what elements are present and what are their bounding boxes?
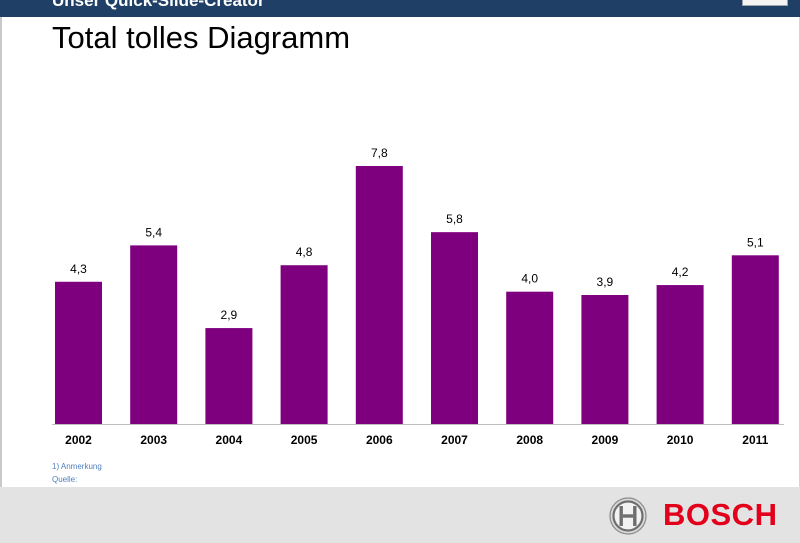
bar-2003 (130, 245, 178, 424)
bar-2010 (656, 285, 704, 424)
data-label-2002: 4,3 (70, 262, 87, 276)
data-label-2008: 4,0 (521, 272, 538, 286)
bar-2004 (205, 328, 253, 424)
bar-2008 (506, 291, 554, 424)
data-label-2006: 7,8 (371, 146, 388, 160)
bar-2006 (355, 166, 403, 424)
x-tick-label-2003: 2003 (140, 433, 167, 447)
x-tick-label-2011: 2011 (742, 433, 768, 447)
source-note: Quelle: (52, 475, 78, 484)
x-tick-label-2007: 2007 (441, 433, 468, 447)
data-label-2010: 4,2 (672, 265, 689, 279)
data-label-2007: 5,8 (446, 212, 463, 226)
footnote: 1) Anmerkung (52, 462, 102, 471)
data-label-2011: 5,1 (747, 235, 764, 249)
x-tick-label-2006: 2006 (366, 433, 393, 447)
brand-logo-text: BOSCH (663, 497, 778, 532)
bosch-armature-icon (609, 497, 647, 535)
bar-2009 (581, 295, 629, 424)
bar-2007 (431, 232, 478, 424)
x-tick-label-2004: 2004 (216, 433, 243, 447)
bar-2005 (280, 265, 328, 424)
header-title: Unser Quick-Slide-Creator (52, 0, 265, 10)
x-tick-label-2010: 2010 (667, 433, 694, 447)
header-button[interactable] (742, 0, 788, 6)
data-label-2009: 3,9 (597, 275, 614, 289)
data-label-2005: 4,8 (296, 245, 313, 259)
page-title: Total tolles Diagramm (52, 20, 351, 55)
data-label-2004: 2,9 (221, 308, 238, 322)
footer-bar (0, 487, 800, 543)
left-border (0, 17, 2, 487)
x-tick-label-2005: 2005 (291, 433, 318, 447)
data-label-2003: 5,4 (145, 225, 162, 239)
x-tick-label-2002: 2002 (65, 433, 92, 447)
x-tick-label-2009: 2009 (592, 433, 619, 447)
x-tick-label-2008: 2008 (516, 433, 543, 447)
bar-chart: 4,3 2002 5,4 2003 2,9 2004 4,8 2005 7,8 2006 5,8 20… (52, 146, 784, 447)
header-bar: Unser Quick-Slide-Creator (0, 0, 800, 17)
bar-2011 (731, 255, 779, 424)
bar-2002 (55, 281, 102, 424)
